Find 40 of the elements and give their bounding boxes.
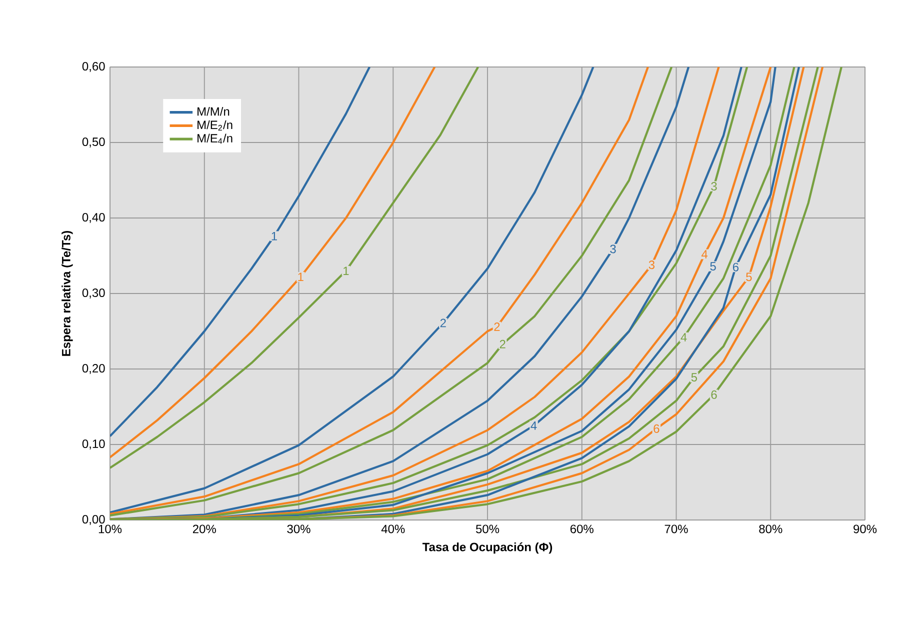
x-tick-label: 70% (664, 524, 688, 534)
line-series (110, 67, 371, 438)
annotation: 5 (691, 373, 698, 382)
legend-label: M/M/n (198, 106, 230, 116)
y-tick-label: 0,60 (82, 62, 105, 72)
annotation: 3 (648, 260, 655, 270)
x-tick-label: 30% (287, 524, 310, 534)
annotation: 1 (344, 266, 349, 275)
legend-label: M/E$_{4}$/n (198, 134, 232, 144)
annotation: 3 (610, 244, 616, 254)
annotation: 4 (680, 333, 687, 342)
annotation: 1 (272, 232, 277, 240)
annotation: 6 (732, 262, 739, 272)
annotation: 5 (746, 272, 752, 282)
x-axis-title: Tasa de Ocupación (Φ) (422, 542, 552, 554)
x-tick-label: 80% (759, 524, 782, 534)
annotation: 2 (440, 318, 446, 328)
annotation: 1 (298, 272, 304, 282)
annotation: 2 (494, 322, 500, 331)
legend-label: M/E$_{2}$/n (198, 120, 232, 130)
annotation: 4 (530, 421, 537, 430)
annotation: 6 (654, 424, 660, 433)
annotation: 2 (500, 340, 506, 348)
y-tick-label: 0,30 (82, 288, 105, 298)
annotation: 5 (710, 262, 716, 271)
x-tick-label: 20% (192, 524, 216, 534)
x-tick-label: 50% (476, 524, 500, 534)
y-tick-label: 0,40 (82, 213, 105, 223)
y-tick-label: 0,20 (82, 364, 105, 374)
y-axis-title: Espera relativa (Te/Ts) (62, 230, 73, 356)
annotation: 3 (711, 182, 717, 191)
x-tick-label: 90% (854, 524, 877, 534)
x-tick-label: 60% (570, 524, 594, 534)
annotation: 6 (711, 390, 717, 399)
y-tick-label: 0,10 (82, 440, 105, 450)
annotation: 4 (702, 250, 708, 258)
x-tick-label: 10% (98, 524, 122, 534)
y-tick-label: 0,50 (82, 138, 105, 148)
x-tick-label: 40% (381, 524, 405, 534)
y-tick-label: 0,00 (82, 515, 105, 525)
